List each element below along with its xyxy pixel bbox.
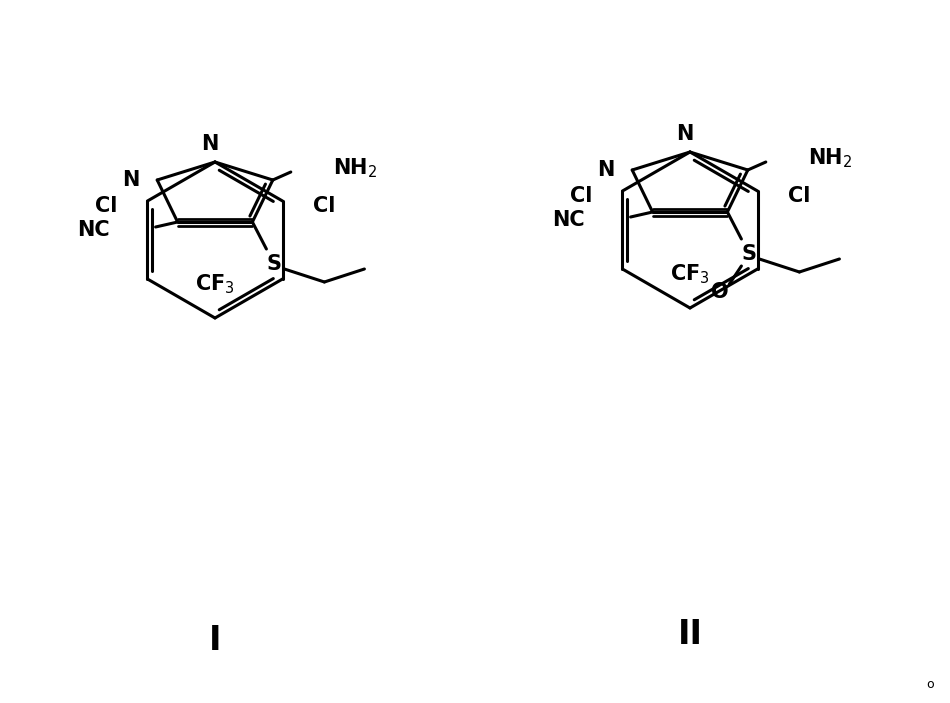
Text: S: S — [742, 244, 757, 264]
Text: N: N — [201, 134, 219, 154]
Text: O: O — [711, 282, 729, 302]
Text: N: N — [597, 160, 615, 180]
Text: Cl: Cl — [313, 196, 335, 216]
Text: NH$_2$: NH$_2$ — [332, 156, 377, 180]
Text: o: o — [926, 678, 934, 692]
Text: S: S — [267, 254, 282, 274]
Text: N: N — [122, 170, 140, 190]
Text: I: I — [209, 624, 221, 657]
Text: CF$_3$: CF$_3$ — [670, 262, 710, 286]
Text: NC: NC — [77, 220, 109, 240]
Text: II: II — [677, 619, 702, 652]
Text: CF$_3$: CF$_3$ — [195, 272, 235, 296]
Text: Cl: Cl — [788, 186, 810, 206]
Text: Cl: Cl — [95, 196, 118, 216]
Text: NH$_2$: NH$_2$ — [808, 146, 852, 170]
Text: Cl: Cl — [570, 186, 593, 206]
Text: NC: NC — [552, 210, 584, 230]
Text: N: N — [676, 124, 694, 144]
